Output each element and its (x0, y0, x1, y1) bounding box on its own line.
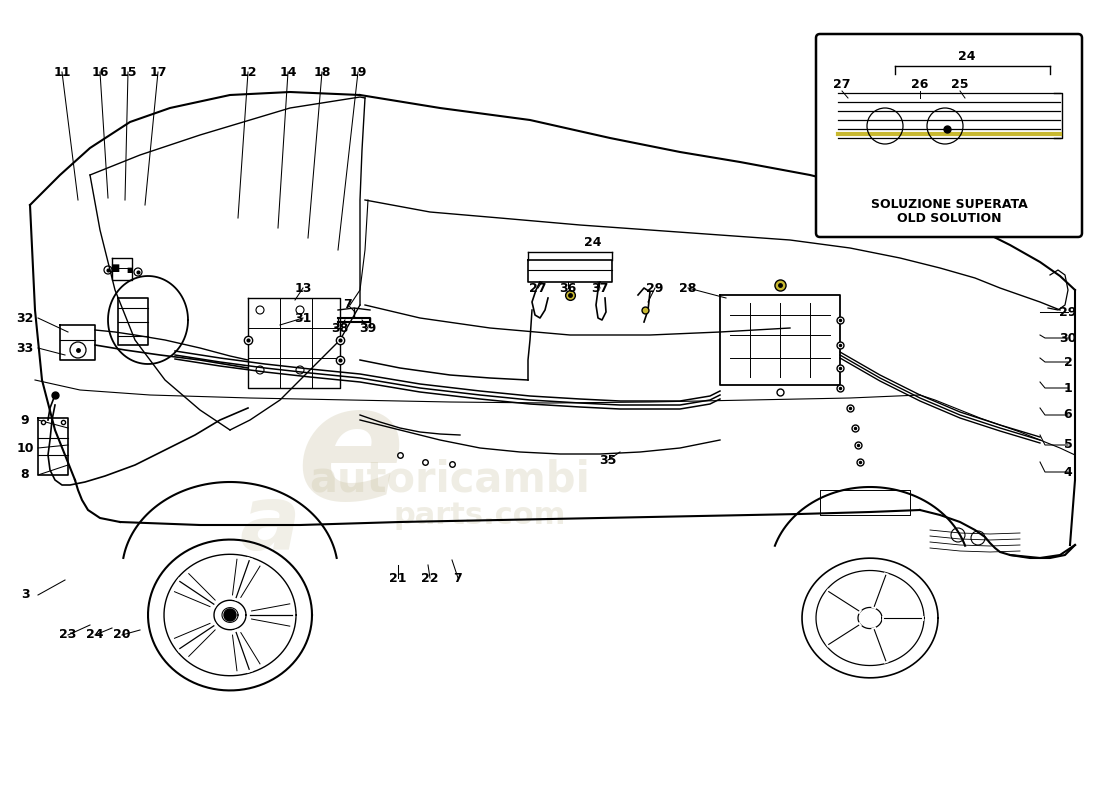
Text: ■: ■ (110, 263, 120, 273)
Text: 13: 13 (295, 282, 311, 294)
Text: 18: 18 (314, 66, 331, 78)
Circle shape (224, 609, 236, 621)
FancyBboxPatch shape (816, 34, 1082, 237)
Text: 22: 22 (421, 571, 439, 585)
Text: 24: 24 (584, 235, 602, 249)
Text: 37: 37 (592, 282, 608, 294)
Text: 7: 7 (453, 571, 462, 585)
Text: 36: 36 (560, 282, 576, 294)
Text: OLD SOLUTION: OLD SOLUTION (896, 213, 1001, 226)
Text: 8: 8 (21, 469, 30, 482)
Text: 3: 3 (21, 589, 30, 602)
Text: 28: 28 (680, 282, 696, 294)
Text: e: e (296, 378, 404, 533)
Text: 15: 15 (119, 66, 136, 78)
Text: 30: 30 (1059, 331, 1077, 345)
Text: 38: 38 (331, 322, 349, 334)
Text: 12: 12 (240, 66, 256, 78)
Text: 26: 26 (911, 78, 928, 90)
Text: 11: 11 (53, 66, 70, 78)
Text: 21: 21 (389, 571, 407, 585)
Text: 29: 29 (647, 282, 663, 294)
Text: 24: 24 (86, 629, 103, 642)
Text: 25: 25 (952, 78, 969, 90)
Text: 9: 9 (21, 414, 30, 426)
Text: 4: 4 (1064, 466, 1072, 478)
Text: 2: 2 (1064, 355, 1072, 369)
Text: 16: 16 (91, 66, 109, 78)
Text: 32: 32 (16, 311, 34, 325)
Text: ■: ■ (126, 267, 133, 273)
Text: 33: 33 (16, 342, 34, 354)
Text: 20: 20 (113, 629, 131, 642)
Text: SOLUZIONE SUPERATA: SOLUZIONE SUPERATA (870, 198, 1027, 211)
Text: 23: 23 (59, 629, 77, 642)
Text: 1: 1 (1064, 382, 1072, 394)
Text: 29: 29 (1059, 306, 1077, 318)
Text: 27: 27 (834, 78, 850, 90)
Text: 19: 19 (350, 66, 366, 78)
Text: 24: 24 (958, 50, 976, 62)
Text: 7: 7 (343, 298, 352, 311)
Text: 17: 17 (150, 66, 167, 78)
Text: parts.com: parts.com (394, 501, 566, 530)
Text: 6: 6 (1064, 409, 1072, 422)
Text: 39: 39 (360, 322, 376, 334)
Text: autoricambi: autoricambi (309, 459, 591, 501)
Text: 31: 31 (295, 311, 311, 325)
Text: 10: 10 (16, 442, 34, 454)
Text: 35: 35 (600, 454, 617, 466)
Text: a: a (240, 481, 300, 569)
Text: 27: 27 (529, 282, 547, 294)
Text: 5: 5 (1064, 438, 1072, 451)
Text: 14: 14 (279, 66, 297, 78)
